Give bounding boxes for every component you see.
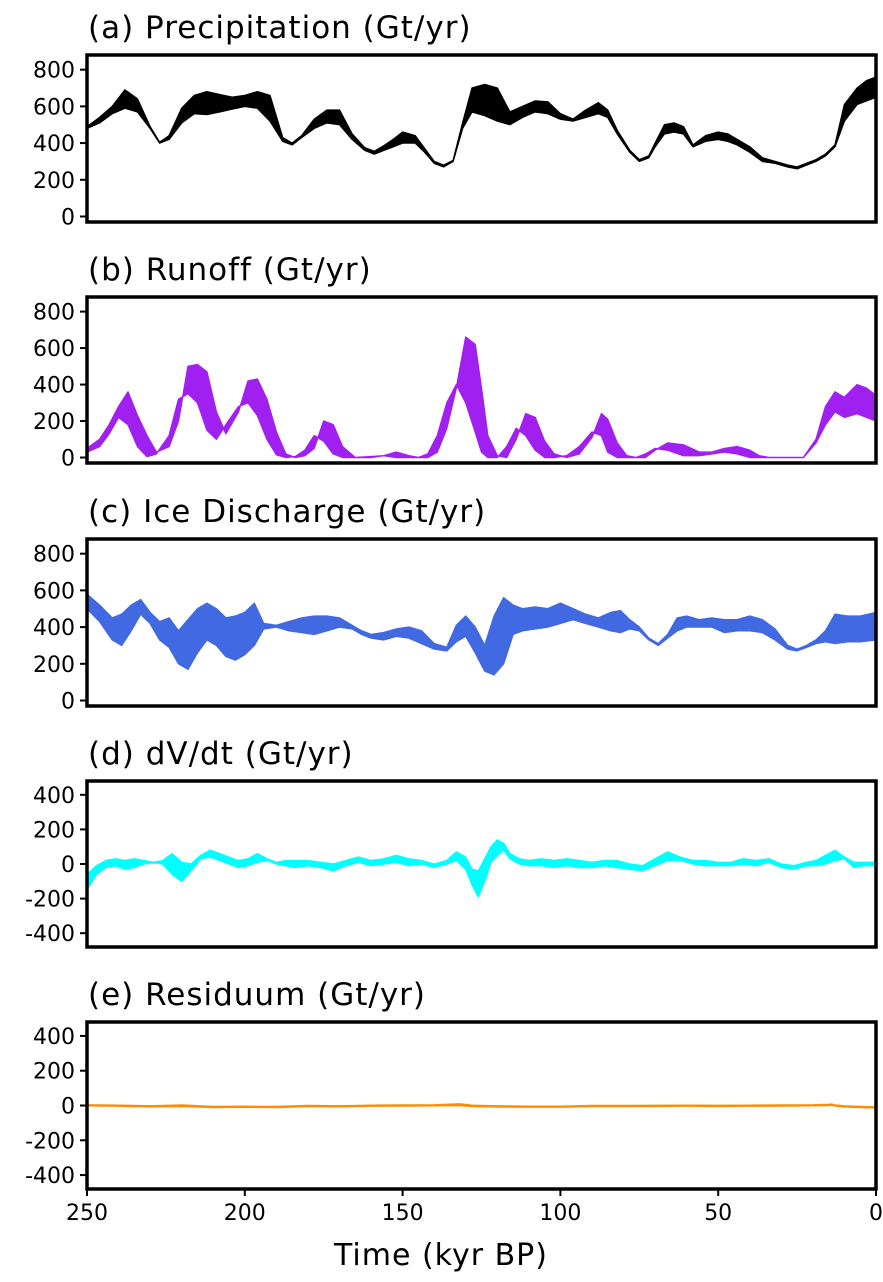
panel-c-ytick-label: 800: [33, 543, 75, 568]
xtick-label: 150: [382, 1201, 424, 1226]
panel-b-ytick-label: 0: [61, 447, 75, 472]
panel-b-ytick-label: 200: [33, 410, 75, 435]
xtick-label: 0: [869, 1201, 883, 1226]
panel-e-ytick-label: 200: [33, 1060, 75, 1085]
panel-d-ytick-label: 200: [33, 818, 75, 843]
xtick-label: 200: [224, 1201, 266, 1226]
panel-a-band: [87, 77, 876, 169]
panel-e-ytick-label: -200: [25, 1129, 75, 1154]
panel-d-ytick-label: -400: [25, 922, 75, 947]
panel-a-ytick-label: 0: [61, 205, 75, 230]
panel-b-title: (b) Runoff (Gt/yr): [88, 252, 372, 288]
x-axis-label: Time (kyr BP): [333, 1238, 548, 1273]
panel-c-ytick-label: 200: [33, 653, 75, 678]
panel-a-ytick-label: 800: [33, 59, 75, 84]
panel-a-frame: [87, 55, 876, 222]
panel-d-ytick-label: -200: [25, 888, 75, 913]
panel-b-ytick-label: 400: [33, 374, 75, 399]
panel-d-band: [87, 840, 876, 897]
panel-d-title: (d) dV/dt (Gt/yr): [88, 736, 354, 772]
xtick-label: 100: [539, 1201, 581, 1226]
panel-a-title: (a) Precipitation (Gt/yr): [88, 10, 472, 46]
panel-c-ytick-label: 0: [61, 689, 75, 714]
panel-b-ytick-label: 600: [33, 337, 75, 362]
panel-c-band: [87, 594, 876, 675]
panel-b: (b) Runoff (Gt/yr) 0 200 400 600 800: [33, 252, 876, 472]
panel-a-ytick-label: 600: [33, 95, 75, 120]
x-axis: 250 200 150 100 50 0: [66, 1189, 883, 1226]
panel-a-ytick-label: 200: [33, 169, 75, 194]
panel-c-ytick-label: 600: [33, 579, 75, 604]
panels: (a) Precipitation (Gt/yr)0200400600800(b…: [25, 10, 876, 1189]
panel-d-ytick-label: 0: [61, 853, 75, 878]
panel-e-ytick-label: 400: [33, 1025, 75, 1050]
xtick-label: 50: [704, 1201, 732, 1226]
panel-d-ytick-label: 400: [33, 784, 75, 809]
panel-c: (c) Ice Discharge (Gt/yr) 0 200 400 600 800: [33, 494, 876, 714]
panel-c-title: (c) Ice Discharge (Gt/yr): [88, 494, 486, 530]
panel-d: (d) dV/dt (Gt/yr) -400 -200 0 200 400: [25, 736, 876, 947]
panel-b-band: [87, 337, 876, 457]
panel-e-ytick-label: -400: [25, 1164, 75, 1189]
panel-e-title: (e) Residuum (Gt/yr): [88, 977, 426, 1013]
panel-e-band: [87, 1104, 876, 1108]
xtick-label: 250: [66, 1201, 108, 1226]
panel-a-ytick-label: 400: [33, 132, 75, 157]
panel-e-ytick-label: 0: [61, 1095, 75, 1120]
panel-a: (a) Precipitation (Gt/yr) 0 200 400 600 800: [33, 10, 876, 230]
panel-b-ytick-label: 800: [33, 301, 75, 326]
panel-c-ytick-label: 400: [33, 616, 75, 641]
panel-e: (e) Residuum (Gt/yr) -400 -200 0 200 400: [25, 977, 876, 1189]
